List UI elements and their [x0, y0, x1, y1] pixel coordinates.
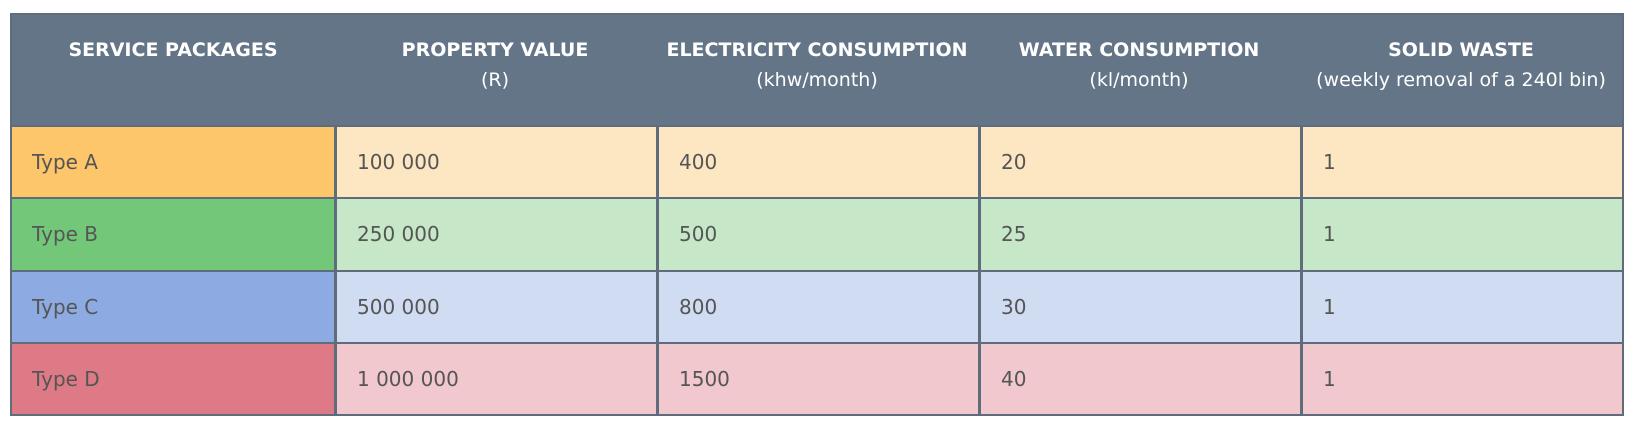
header-sub: (weekly removal of a 240l bin) — [1316, 69, 1606, 91]
water-cell: 40 — [978, 341, 1300, 414]
header-main: SOLID WASTE — [1388, 39, 1534, 61]
solid-waste-cell: 1 — [1300, 125, 1622, 198]
data-table: SERVICE PACKAGES PROPERTY VALUE (R) ELEC… — [12, 15, 1622, 414]
package-cell: Type C — [12, 269, 334, 342]
property-value-cell: 1 000 000 — [334, 341, 656, 414]
header-sub: (kl/month) — [1089, 69, 1189, 91]
package-cell: Type B — [12, 197, 334, 270]
electricity-cell: 500 — [656, 197, 978, 270]
header-main: SERVICE PACKAGES — [68, 39, 278, 61]
solid-waste-cell: 1 — [1300, 197, 1622, 270]
header-water: WATER CONSUMPTION (kl/month) — [978, 15, 1300, 125]
package-cell: Type A — [12, 125, 334, 198]
package-cell: Type D — [12, 341, 334, 414]
header-main: ELECTRICITY CONSUMPTION — [666, 39, 968, 61]
property-value-cell: 100 000 — [334, 125, 656, 198]
property-value-cell: 500 000 — [334, 269, 656, 342]
service-packages-table: SERVICE PACKAGES PROPERTY VALUE (R) ELEC… — [10, 13, 1624, 416]
electricity-cell: 400 — [656, 125, 978, 198]
property-value-cell: 250 000 — [334, 197, 656, 270]
header-row: SERVICE PACKAGES PROPERTY VALUE (R) ELEC… — [12, 15, 1622, 125]
table-row: Type B 250 000 500 25 1 — [12, 197, 1622, 270]
water-cell: 20 — [978, 125, 1300, 198]
header-sub: (khw/month) — [756, 69, 878, 91]
header-sub: (R) — [480, 69, 510, 91]
header-property-value: PROPERTY VALUE (R) — [334, 15, 656, 125]
table-row: Type C 500 000 800 30 1 — [12, 269, 1622, 342]
header-service-packages: SERVICE PACKAGES — [12, 15, 334, 125]
table-row: Type D 1 000 000 1500 40 1 — [12, 341, 1622, 414]
water-cell: 30 — [978, 269, 1300, 342]
table-row: Type A 100 000 400 20 1 — [12, 125, 1622, 198]
solid-waste-cell: 1 — [1300, 269, 1622, 342]
header-main: PROPERTY VALUE — [401, 39, 589, 61]
electricity-cell: 800 — [656, 269, 978, 342]
electricity-cell: 1500 — [656, 341, 978, 414]
header-electricity: ELECTRICITY CONSUMPTION (khw/month) — [656, 15, 978, 125]
water-cell: 25 — [978, 197, 1300, 270]
solid-waste-cell: 1 — [1300, 341, 1622, 414]
header-solid-waste: SOLID WASTE (weekly removal of a 240l bi… — [1300, 15, 1622, 125]
header-main: WATER CONSUMPTION — [1018, 39, 1260, 61]
